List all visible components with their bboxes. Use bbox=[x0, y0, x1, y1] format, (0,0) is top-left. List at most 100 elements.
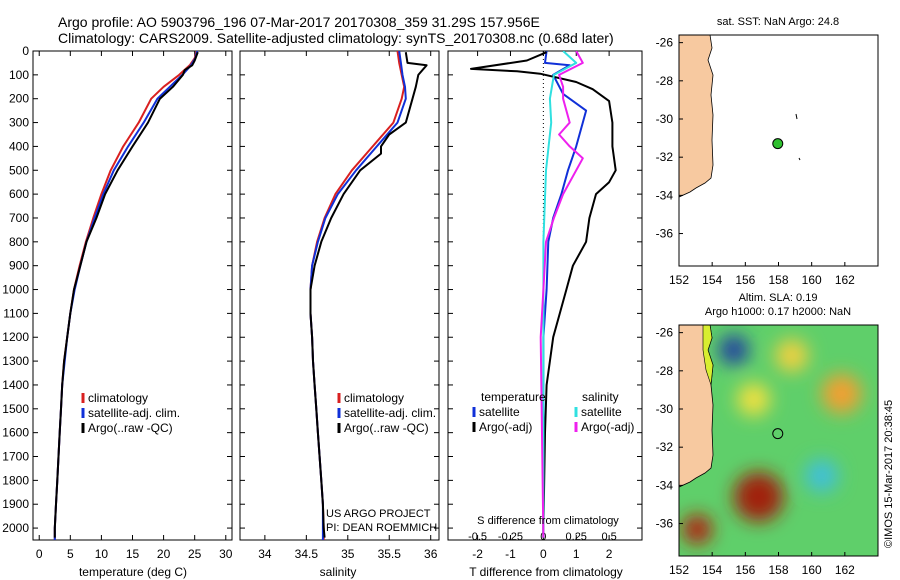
x-tick-label: 15 bbox=[126, 547, 140, 561]
legend-label: satellite bbox=[479, 405, 520, 419]
difference-panel-frame bbox=[447, 50, 643, 541]
x-tick-label: 158 bbox=[768, 563, 788, 577]
figure-title-line-1: Argo profile: AO 5903796_196 07-Mar-2017… bbox=[58, 14, 540, 30]
legend-label: climatology bbox=[344, 391, 404, 405]
legend-label: climatology bbox=[88, 391, 148, 405]
x-tick-label: 160 bbox=[802, 273, 822, 287]
y-tick-label: -32 bbox=[656, 150, 674, 164]
sla-map-shelf bbox=[702, 325, 714, 386]
sla-map-title: Altim. SLA: 0.19 bbox=[739, 292, 818, 304]
difference-legend: temperature salinitysatelliteArgo(-adj)sa… bbox=[472, 390, 634, 434]
y-tick-label: 1500 bbox=[2, 402, 29, 416]
y-tick-label: -30 bbox=[656, 402, 674, 416]
series-line bbox=[470, 51, 617, 538]
x-tick-label: 2 bbox=[606, 547, 613, 561]
y-tick-label: 200 bbox=[9, 92, 29, 106]
sst-map bbox=[679, 35, 878, 266]
sla-anomaly-blob bbox=[733, 471, 784, 522]
x-tick-label: 34 bbox=[258, 547, 272, 561]
x-tick-label: 5 bbox=[67, 547, 74, 561]
s-tick-label: -0.5 bbox=[468, 531, 487, 543]
sst-map-island bbox=[795, 113, 798, 120]
temperature-series bbox=[53, 51, 199, 540]
temperature-xlabel: temperature (deg C) bbox=[79, 565, 187, 579]
sla-anomaly-blob bbox=[682, 514, 713, 545]
salinity-panel-frame bbox=[239, 50, 440, 541]
legend-label: satellite-adj. clim. bbox=[344, 406, 436, 420]
y-tick-label: 100 bbox=[9, 68, 29, 82]
s-tick-label: -0.25 bbox=[498, 531, 523, 543]
y-tick-label: -28 bbox=[656, 364, 674, 378]
sla-anomaly-blob bbox=[737, 382, 771, 417]
y-tick-label: 400 bbox=[9, 139, 29, 153]
legend-label: satellite bbox=[581, 405, 622, 419]
legend-label: Argo(-adj) bbox=[479, 420, 532, 434]
legend-label: Argo(..raw -QC) bbox=[88, 421, 173, 435]
sla-map-axes: 152 154 156 158 160 162 -26 -28 -30 -32 -34 -36 bbox=[656, 326, 856, 577]
y-tick-label: 1100 bbox=[3, 306, 29, 320]
y-tick-label: -26 bbox=[656, 326, 674, 340]
y-tick-label: 500 bbox=[9, 163, 29, 177]
y-tick-label: 1300 bbox=[2, 354, 29, 368]
sla-anomaly-blob bbox=[718, 334, 749, 365]
series-line bbox=[539, 51, 584, 538]
sst-map-land bbox=[679, 35, 714, 198]
x-tick-label: 20 bbox=[157, 547, 171, 561]
temperature-panel-frame bbox=[32, 50, 233, 541]
x-tick-label: 160 bbox=[802, 563, 822, 577]
y-tick-label: 800 bbox=[9, 235, 29, 249]
sst-map-title: sat. SST: NaN Argo: 24.8 bbox=[717, 16, 839, 28]
x-tick-label: 0 bbox=[540, 547, 547, 561]
y-tick-label: 1900 bbox=[2, 497, 29, 511]
y-tick-label: 900 bbox=[9, 259, 29, 273]
credit-pi: PI: DEAN ROEMMICH bbox=[326, 522, 437, 534]
x-tick-label: 152 bbox=[669, 273, 689, 287]
y-tick-label: -26 bbox=[656, 36, 674, 50]
x-tick-label: 154 bbox=[702, 563, 722, 577]
x-tick-label: 35 bbox=[341, 547, 355, 561]
x-tick-label: 162 bbox=[835, 273, 855, 287]
y-tick-label: -30 bbox=[656, 112, 674, 126]
imos-credit: ©IMOS 15-Mar-2017 20:38:45 bbox=[883, 400, 895, 548]
sst-argo-float-marker bbox=[772, 138, 784, 150]
x-tick-label: 35.5 bbox=[378, 547, 402, 561]
figure-title-line-2: Climatology: CARS2009. Satellite-adjuste… bbox=[58, 30, 614, 46]
x-tick-label: 162 bbox=[835, 563, 855, 577]
x-tick-label: 30 bbox=[219, 547, 233, 561]
x-tick-label: 36 bbox=[424, 547, 438, 561]
x-tick-label: 156 bbox=[735, 563, 755, 577]
y-tick-label: 1000 bbox=[2, 283, 29, 297]
y-tick-label: 300 bbox=[9, 116, 29, 130]
x-tick-label: -2 bbox=[472, 547, 483, 561]
series-line bbox=[53, 51, 199, 538]
y-tick-label: 1600 bbox=[2, 426, 29, 440]
legend-title-temperature: temperature bbox=[481, 390, 546, 404]
x-tick-label: 154 bbox=[702, 273, 722, 287]
series-line bbox=[53, 51, 198, 540]
salinity-series bbox=[309, 51, 428, 540]
sst-map-axes: 152 154 156 158 160 162 -26 -28 -30 -32 -34 -36 bbox=[656, 36, 856, 287]
legend-title-salinity: salinity bbox=[582, 390, 619, 404]
sla-anomaly-blob bbox=[805, 459, 839, 493]
x-tick-label: 158 bbox=[768, 273, 788, 287]
series-line bbox=[309, 52, 428, 538]
sla-argo-float-marker bbox=[772, 428, 784, 440]
y-tick-label: 1400 bbox=[2, 378, 29, 392]
y-tick-label: -36 bbox=[656, 227, 674, 241]
difference-top-label: S difference from climatology bbox=[477, 515, 619, 527]
x-tick-label: -1 bbox=[505, 547, 516, 561]
series-line bbox=[53, 51, 199, 540]
series-line bbox=[309, 51, 406, 540]
s-tick-label: 0.5 bbox=[601, 531, 616, 543]
legend-label: satellite-adj. clim. bbox=[88, 406, 180, 420]
y-tick-label: -34 bbox=[656, 188, 674, 202]
sla-heatmap bbox=[679, 325, 878, 556]
y-tick-label: 600 bbox=[9, 187, 29, 201]
y-tick-label: -34 bbox=[656, 478, 674, 492]
sla-anomaly-blob bbox=[775, 338, 809, 373]
y-tick-label: 1700 bbox=[2, 450, 29, 464]
temperature-axes: 0 5 10 15 20 25 300100200300400500600700800900… bbox=[2, 44, 232, 561]
y-tick-label: 700 bbox=[9, 211, 29, 225]
